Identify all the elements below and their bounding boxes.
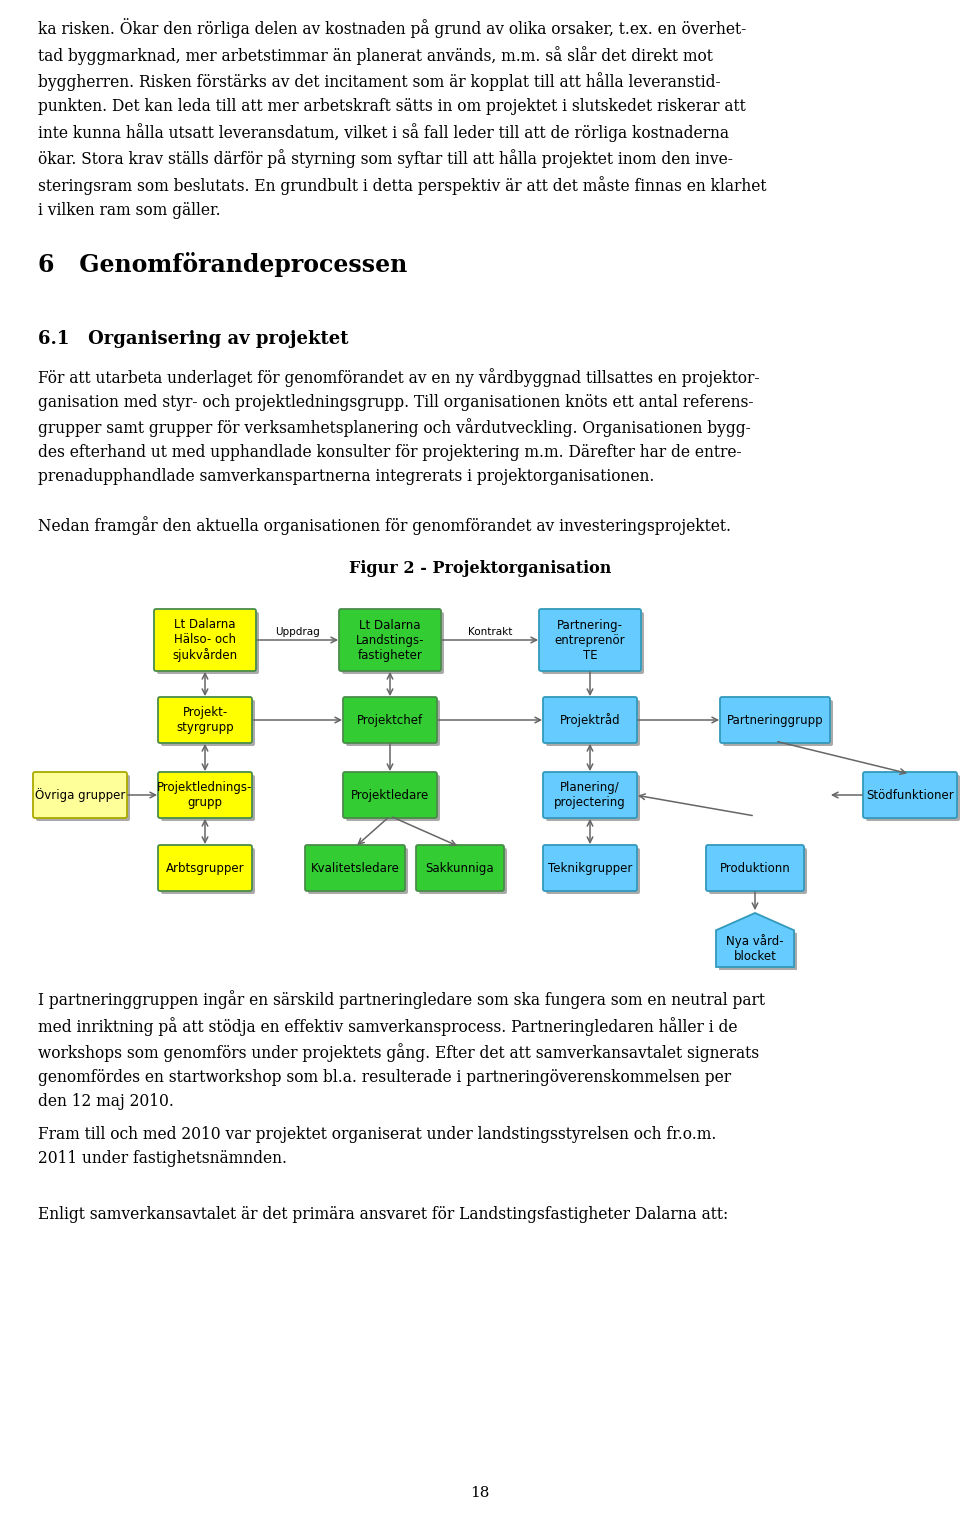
FancyBboxPatch shape: [161, 848, 255, 894]
FancyBboxPatch shape: [305, 845, 405, 890]
FancyBboxPatch shape: [36, 776, 130, 822]
Text: Produktionn: Produktionn: [720, 861, 790, 875]
Text: Övriga grupper: Övriga grupper: [35, 788, 125, 802]
Text: Enligt samverkansavtalet är det primära ansvaret för Landstingsfastigheter Dalar: Enligt samverkansavtalet är det primära …: [38, 1206, 729, 1222]
Text: Arbtsgrupper: Arbtsgrupper: [166, 861, 244, 875]
Text: 6   Genomförandeprocessen: 6 Genomförandeprocessen: [38, 252, 407, 277]
FancyBboxPatch shape: [543, 773, 637, 819]
FancyBboxPatch shape: [546, 776, 640, 822]
Text: Sakkunniga: Sakkunniga: [425, 861, 494, 875]
FancyBboxPatch shape: [161, 701, 255, 747]
FancyBboxPatch shape: [346, 701, 440, 747]
FancyBboxPatch shape: [158, 845, 252, 890]
Polygon shape: [716, 913, 794, 967]
FancyBboxPatch shape: [419, 848, 507, 894]
Text: 18: 18: [470, 1486, 490, 1499]
FancyBboxPatch shape: [543, 698, 637, 744]
FancyBboxPatch shape: [720, 698, 830, 744]
Text: Nedan framgår den aktuella organisationen för genomförandet av investeringsproje: Nedan framgår den aktuella organisatione…: [38, 516, 731, 536]
Text: För att utarbeta underlaget för genomförandet av en ny vårdbyggnad tillsattes en: För att utarbeta underlaget för genomför…: [38, 369, 759, 485]
Polygon shape: [719, 916, 797, 970]
Text: Projektchef: Projektchef: [357, 713, 423, 727]
FancyBboxPatch shape: [158, 773, 252, 819]
Text: I partneringgruppen ingår en särskild partneringledare som ska fungera som en ne: I partneringgruppen ingår en särskild pa…: [38, 990, 765, 1109]
FancyBboxPatch shape: [706, 845, 804, 890]
Text: Partnering-
entreprenör
TE: Partnering- entreprenör TE: [555, 618, 625, 661]
Text: Planering/
projectering: Planering/ projectering: [554, 780, 626, 809]
FancyBboxPatch shape: [723, 701, 833, 747]
Text: ka risken. Ökar den rörliga delen av kostnaden på grund av olika orsaker, t.ex. : ka risken. Ökar den rörliga delen av kos…: [38, 18, 766, 219]
FancyBboxPatch shape: [539, 609, 641, 672]
Text: Uppdrag: Uppdrag: [276, 627, 320, 636]
Text: Projektledare: Projektledare: [350, 788, 429, 802]
FancyBboxPatch shape: [863, 773, 957, 819]
FancyBboxPatch shape: [161, 776, 255, 822]
FancyBboxPatch shape: [343, 773, 437, 819]
FancyBboxPatch shape: [157, 612, 259, 675]
FancyBboxPatch shape: [158, 698, 252, 744]
FancyBboxPatch shape: [343, 698, 437, 744]
Text: Partneringgrupp: Partneringgrupp: [727, 713, 824, 727]
Text: Projektlednings-
grupp: Projektlednings- grupp: [157, 780, 252, 809]
FancyBboxPatch shape: [339, 609, 441, 672]
FancyBboxPatch shape: [543, 845, 637, 890]
FancyBboxPatch shape: [342, 612, 444, 675]
FancyBboxPatch shape: [154, 609, 256, 672]
FancyBboxPatch shape: [308, 848, 408, 894]
Text: Lt Dalarna
Landstings-
fastigheter: Lt Dalarna Landstings- fastigheter: [356, 618, 424, 661]
FancyBboxPatch shape: [866, 776, 960, 822]
Text: Projekt-
styrgrupp: Projekt- styrgrupp: [177, 705, 234, 734]
Text: Stödfunktioner: Stödfunktioner: [866, 788, 954, 802]
FancyBboxPatch shape: [709, 848, 807, 894]
Text: Nya vård-
blocket: Nya vård- blocket: [726, 935, 783, 962]
FancyBboxPatch shape: [546, 848, 640, 894]
FancyBboxPatch shape: [346, 776, 440, 822]
Text: 6.1   Organisering av projektet: 6.1 Organisering av projektet: [38, 330, 348, 347]
Text: Fram till och med 2010 var projektet organiserat under landstingsstyrelsen och f: Fram till och med 2010 var projektet org…: [38, 1126, 716, 1167]
Text: Kontrakt: Kontrakt: [468, 627, 513, 636]
FancyBboxPatch shape: [546, 701, 640, 747]
Text: Figur 2 - Projektorganisation: Figur 2 - Projektorganisation: [348, 560, 612, 577]
Text: Projektråd: Projektråd: [560, 713, 620, 727]
Text: Lt Dalarna
Hälso- och
sjukvården: Lt Dalarna Hälso- och sjukvården: [173, 618, 237, 662]
Text: Kvalitetsledare: Kvalitetsledare: [311, 861, 399, 875]
Text: Teknikgrupper: Teknikgrupper: [548, 861, 633, 875]
FancyBboxPatch shape: [542, 612, 644, 675]
FancyBboxPatch shape: [416, 845, 504, 890]
FancyBboxPatch shape: [33, 773, 127, 819]
